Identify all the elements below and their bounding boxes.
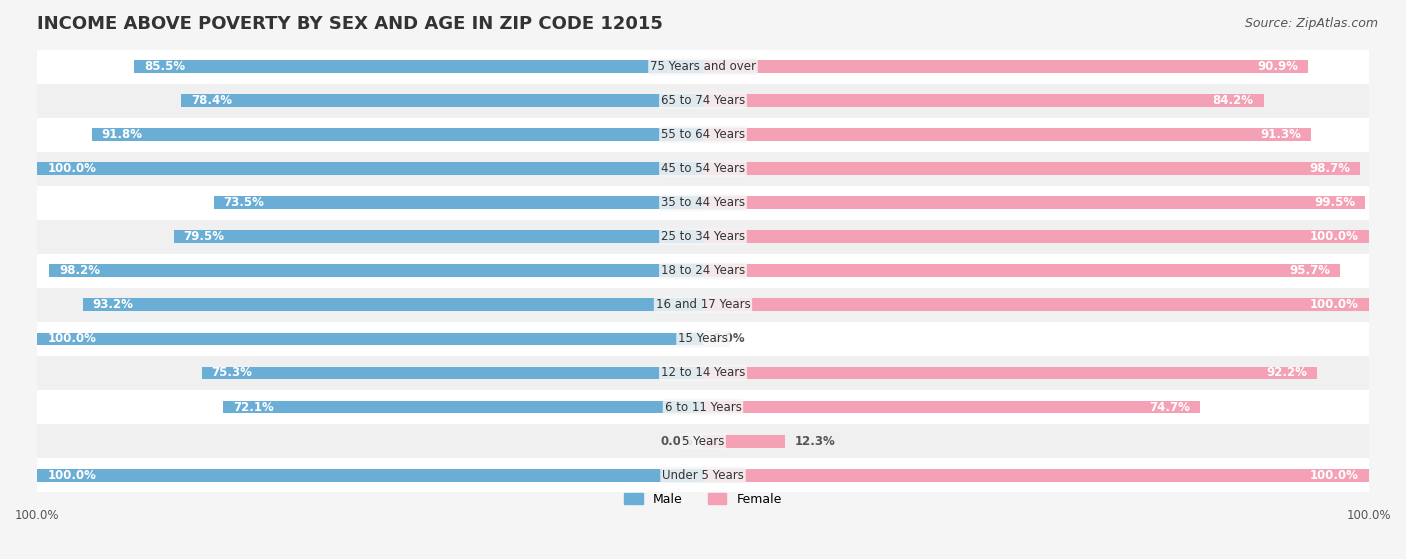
- Bar: [37, 118, 1369, 152]
- Bar: [37, 254, 1369, 288]
- Text: 100.0%: 100.0%: [1310, 299, 1358, 311]
- Text: 92.2%: 92.2%: [1265, 367, 1306, 380]
- Text: 78.4%: 78.4%: [191, 94, 232, 107]
- Bar: [37, 162, 703, 176]
- Bar: [49, 264, 703, 277]
- Bar: [703, 230, 1369, 243]
- Bar: [37, 288, 1369, 322]
- Bar: [37, 390, 1369, 424]
- Bar: [37, 468, 703, 481]
- Text: 100.0%: 100.0%: [48, 162, 96, 176]
- Text: 90.9%: 90.9%: [1257, 60, 1298, 73]
- Bar: [37, 333, 703, 345]
- Text: 25 to 34 Years: 25 to 34 Years: [661, 230, 745, 243]
- Text: 100.0%: 100.0%: [1310, 230, 1358, 243]
- Text: 45 to 54 Years: 45 to 54 Years: [661, 162, 745, 176]
- Text: 98.2%: 98.2%: [59, 264, 100, 277]
- Bar: [37, 220, 1369, 254]
- Text: 79.5%: 79.5%: [184, 230, 225, 243]
- Bar: [37, 424, 1369, 458]
- Bar: [201, 367, 703, 380]
- Bar: [703, 162, 1360, 176]
- Text: 12 to 14 Years: 12 to 14 Years: [661, 367, 745, 380]
- Bar: [703, 196, 1365, 209]
- Text: 5 Years: 5 Years: [682, 434, 724, 448]
- Text: 35 to 44 Years: 35 to 44 Years: [661, 196, 745, 209]
- Bar: [91, 129, 703, 141]
- Text: 75.3%: 75.3%: [212, 367, 253, 380]
- Bar: [703, 401, 1201, 414]
- Bar: [174, 230, 703, 243]
- Text: 15 Years: 15 Years: [678, 333, 728, 345]
- Bar: [83, 299, 703, 311]
- Text: 98.7%: 98.7%: [1309, 162, 1350, 176]
- Text: 84.2%: 84.2%: [1212, 94, 1254, 107]
- Text: 100.0%: 100.0%: [48, 333, 96, 345]
- Text: 95.7%: 95.7%: [1289, 264, 1330, 277]
- Text: 6 to 11 Years: 6 to 11 Years: [665, 401, 741, 414]
- Bar: [37, 50, 1369, 84]
- Bar: [37, 152, 1369, 186]
- Text: 55 to 64 Years: 55 to 64 Years: [661, 128, 745, 141]
- Text: 93.2%: 93.2%: [93, 299, 134, 311]
- Bar: [703, 94, 1264, 107]
- Text: INCOME ABOVE POVERTY BY SEX AND AGE IN ZIP CODE 12015: INCOME ABOVE POVERTY BY SEX AND AGE IN Z…: [37, 15, 664, 33]
- Text: 91.8%: 91.8%: [101, 128, 143, 141]
- Bar: [703, 129, 1310, 141]
- Bar: [37, 458, 1369, 492]
- Bar: [37, 356, 1369, 390]
- Bar: [37, 186, 1369, 220]
- Bar: [703, 264, 1340, 277]
- Text: Source: ZipAtlas.com: Source: ZipAtlas.com: [1244, 17, 1378, 30]
- Bar: [703, 299, 1369, 311]
- Bar: [214, 196, 703, 209]
- Bar: [134, 60, 703, 73]
- Text: 72.1%: 72.1%: [233, 401, 274, 414]
- Text: 85.5%: 85.5%: [143, 60, 186, 73]
- Text: 0.0%: 0.0%: [661, 434, 693, 448]
- Bar: [224, 401, 703, 414]
- Bar: [181, 94, 703, 107]
- Text: 75 Years and over: 75 Years and over: [650, 60, 756, 73]
- Text: 74.7%: 74.7%: [1150, 401, 1191, 414]
- Text: 73.5%: 73.5%: [224, 196, 264, 209]
- Text: 100.0%: 100.0%: [48, 468, 96, 482]
- Text: 18 to 24 Years: 18 to 24 Years: [661, 264, 745, 277]
- Bar: [703, 60, 1308, 73]
- Bar: [37, 84, 1369, 118]
- Text: 100.0%: 100.0%: [1310, 468, 1358, 482]
- Text: Under 5 Years: Under 5 Years: [662, 468, 744, 482]
- Bar: [37, 322, 1369, 356]
- Text: 99.5%: 99.5%: [1315, 196, 1355, 209]
- Text: 16 and 17 Years: 16 and 17 Years: [655, 299, 751, 311]
- Text: 91.3%: 91.3%: [1260, 128, 1301, 141]
- Bar: [703, 434, 785, 448]
- Text: 12.3%: 12.3%: [794, 434, 835, 448]
- Legend: Male, Female: Male, Female: [619, 488, 787, 511]
- Bar: [703, 468, 1369, 481]
- Bar: [703, 367, 1317, 380]
- Text: 65 to 74 Years: 65 to 74 Years: [661, 94, 745, 107]
- Text: 0.0%: 0.0%: [713, 333, 745, 345]
